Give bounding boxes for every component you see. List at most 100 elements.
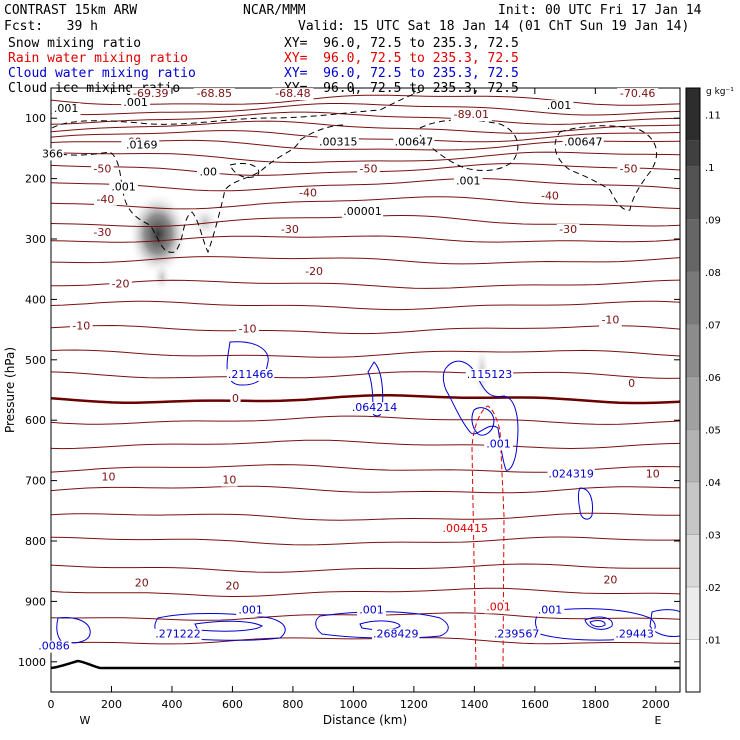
- isotherm-label: 10: [101, 471, 115, 484]
- field-xy-snow: XY= 96.0, 72.5 to 235.3, 72.5: [284, 36, 519, 51]
- isotherm-line: [51, 177, 680, 192]
- isotherm-label: -50: [620, 163, 638, 176]
- colorbar-label: .02: [705, 583, 721, 594]
- cloud-ice-label-bg: [124, 139, 160, 152]
- colorbar-swatch: [685, 376, 701, 430]
- cloud-ice-label-bg: [393, 136, 435, 149]
- cloud-water-label: .001: [486, 437, 511, 450]
- isotherm-line: [51, 94, 680, 106]
- cloud-water-label: .115123: [467, 368, 513, 381]
- isotherm-label: -10: [601, 314, 619, 327]
- y-axis-label: Pressure (hPa): [3, 347, 17, 433]
- isotherm-label-bg: [69, 320, 93, 333]
- colorbar-label: .06: [705, 373, 721, 384]
- cloud-ice-label: .001: [123, 96, 148, 109]
- field-label-snow: Snow mixing ratio: [8, 36, 142, 51]
- rain-water-label-bg: [441, 522, 489, 535]
- x-tick-label: 1200: [400, 698, 428, 711]
- y-tick-label: 400: [25, 293, 46, 306]
- cloud-ice-label-bg: [317, 136, 359, 149]
- isotherm-label-bg: [91, 226, 114, 239]
- cloud-water-label: .001: [538, 603, 563, 616]
- isotherm-line: [51, 439, 680, 450]
- cloud-water-label-bg: [357, 604, 386, 617]
- cloud-water-label: .064214: [352, 401, 398, 414]
- isotherm-label-bg: [556, 223, 580, 236]
- isotherm-line: [51, 512, 680, 521]
- isotherm-line: [51, 130, 680, 143]
- isotherm-label: -50: [360, 163, 378, 176]
- isotherm-label: 10: [646, 468, 660, 481]
- cloud-water-label: .268429: [373, 628, 419, 641]
- x-tick-label: 0: [48, 698, 55, 711]
- cloud-water-label-bg: [36, 640, 72, 653]
- cloud-ice-label: .00315: [319, 135, 358, 148]
- cloud-ice-label: .001: [547, 99, 572, 112]
- isotherm-label-bg: [230, 393, 241, 406]
- colorbar-swatch: [685, 481, 701, 535]
- isotherm-label-bg: [130, 88, 172, 101]
- isotherm-line: [51, 563, 680, 573]
- x-end-label-west: W: [80, 714, 91, 727]
- cloud-ice-label: .00647: [395, 135, 434, 148]
- x-tick-label: 800: [282, 698, 303, 711]
- isotherm-label-bg: [278, 223, 302, 236]
- field-label-cloud-water: Cloud water mixing ratio: [8, 66, 196, 81]
- isotherm-line: [51, 485, 680, 494]
- isotherm-line: [51, 151, 680, 163]
- x-axis: 0 200 400 600 800 1000 1200 1400 1600 1800 2000: [48, 88, 670, 711]
- isotherm-line: [51, 394, 680, 405]
- isotherm-label-bg: [224, 580, 241, 593]
- isotherm-label: -68.48: [275, 87, 310, 100]
- y-tick-label: 600: [25, 414, 46, 427]
- field-label-rain: Rain water mixing ratio: [8, 51, 189, 66]
- rain-water-contours: [471, 405, 505, 669]
- colorbar-label: .11: [705, 110, 721, 121]
- header-center: NCAR/MMM: [243, 3, 306, 18]
- isotherm-label-bg: [221, 474, 238, 487]
- isotherm-label-bg: [617, 163, 640, 176]
- isotherm-label: -40: [541, 190, 559, 203]
- rain-water-label: .001: [486, 600, 511, 613]
- isotherm-line: [51, 637, 680, 645]
- cloud-water-label-bg: [226, 368, 275, 381]
- y-tick-label: 500: [25, 354, 46, 367]
- cloud-water-label-bg: [493, 628, 541, 641]
- cloud-water-label-bg: [350, 402, 399, 415]
- cloud-water-label: .024319: [548, 468, 594, 481]
- isotherm-label: 20: [135, 576, 149, 589]
- isotherm-label: -40: [96, 193, 114, 206]
- isotherm-label-bg: [94, 193, 117, 206]
- isotherm-label-bg: [602, 574, 619, 587]
- header-left-line2: Fcst: 39 h: [4, 19, 98, 34]
- colorbar-swatch: [685, 324, 701, 378]
- y-tick-label: 800: [25, 535, 46, 548]
- cloud-water-label: .001: [238, 603, 263, 616]
- y-tick-label: 300: [25, 233, 46, 246]
- y-tick-label: 200: [25, 173, 46, 186]
- cloud-ice-label-bg: [196, 166, 220, 179]
- rain-water-label-bg: [484, 601, 513, 614]
- x-end-label-east: E: [655, 714, 662, 727]
- isotherm-label-bg: [357, 163, 380, 176]
- isotherm-label: -89.01: [454, 108, 489, 121]
- colorbar-swatch: [685, 639, 701, 693]
- isotherm-label: 10: [222, 474, 236, 487]
- cloud-ice-label: .00: [200, 166, 218, 179]
- isotherm-label-bg: [626, 377, 637, 390]
- snow-shading-tail: [152, 261, 172, 293]
- isotherm-label-bg: [193, 88, 235, 101]
- field-xy-cloud-water: XY= 96.0, 72.5 to 235.3, 72.5: [284, 66, 519, 81]
- isotherm-label-bg: [91, 163, 114, 176]
- isotherm-label: -20: [305, 265, 323, 278]
- cloud-water-label-bg: [535, 604, 565, 617]
- isotherm-line: [51, 111, 680, 125]
- cloud-ice-label: .001: [456, 175, 481, 188]
- isotherm-label-bg: [644, 468, 661, 481]
- x-tick-label: 1400: [460, 698, 488, 711]
- terrain-surface: [51, 659, 680, 670]
- cloud-ice-label-bg: [109, 181, 138, 194]
- cloud-water-label: .239567: [494, 628, 540, 641]
